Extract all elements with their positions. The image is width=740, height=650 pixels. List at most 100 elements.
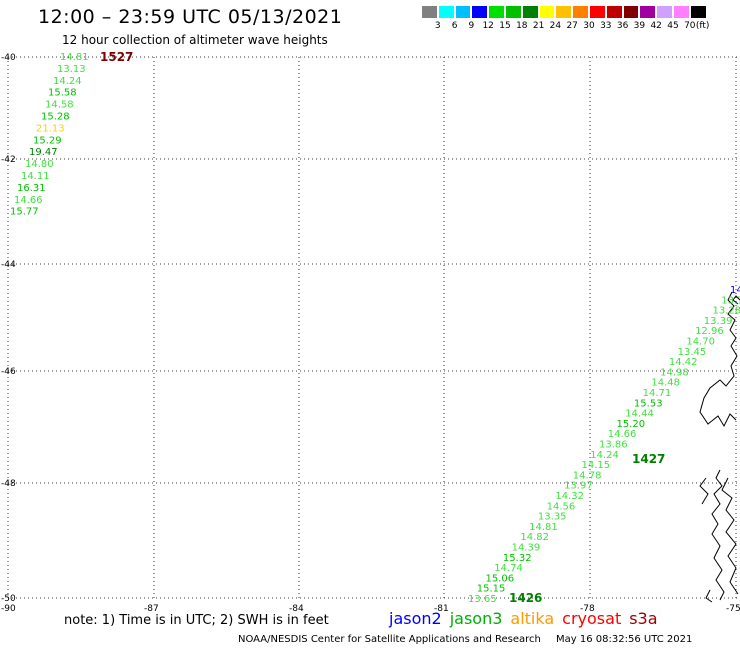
- wave-height-value: 14.58: [45, 100, 74, 111]
- color-scale-label: 42: [650, 21, 662, 31]
- wave-height-value: 15.28: [41, 112, 70, 123]
- wave-height-value: 13.39: [704, 316, 733, 327]
- pass-time-label: 1426: [509, 591, 542, 605]
- wave-height-value: 13.13: [57, 64, 86, 75]
- footer-timestamp: May 16 08:32:56 UTC 2021: [556, 634, 693, 645]
- wave-height-value: 14.71: [643, 388, 672, 399]
- footer-credit: NOAA/NESDIS Center for Satellite Applica…: [238, 634, 541, 645]
- color-scale-swatch: [504, 5, 522, 19]
- wave-height-value: 14.15: [582, 460, 611, 471]
- latitude-label: -48: [1, 479, 16, 489]
- satellite-track-west: 14.8113.1314.2415.5814.5815.2821.1315.29…: [10, 52, 89, 218]
- wave-height-value: 14.39: [512, 543, 541, 554]
- color-scale-label: 36: [616, 21, 629, 31]
- wave-height-value: 14.82: [520, 532, 549, 543]
- wave-height-value: 14.66: [608, 429, 637, 440]
- wave-height-value: 14.24: [53, 76, 82, 87]
- color-scale-label: 12: [482, 21, 494, 31]
- color-scale-swatch: [656, 5, 673, 19]
- legend-item-s3a: s3a: [629, 609, 658, 628]
- satellite-track-east: 13.6515.1515.0614.7415.3214.3914.8214.81…: [468, 285, 740, 605]
- legend-item-jason3: jason3: [449, 609, 503, 628]
- color-scale-swatch: [588, 5, 606, 19]
- wave-height-value: 13.86: [599, 440, 628, 451]
- longitude-label: -90: [1, 604, 16, 614]
- wave-height-value: 14.78: [573, 470, 602, 481]
- wave-height-value: 14.81: [60, 52, 89, 63]
- lat-lon-grid: -40 -42 -44 -46 -48 -50-90 -87 -84 -81 -78 -75: [1, 53, 740, 614]
- wave-height-value: 21.13: [36, 123, 65, 134]
- wave-height-value: 14.74: [494, 563, 523, 574]
- longitude-label: -75: [726, 604, 740, 614]
- wave-height-value: 14.70: [686, 337, 715, 348]
- wave-height-value: 13.28: [713, 306, 740, 317]
- latitude-label: -44: [1, 260, 16, 270]
- wave-height-value: 13.70: [721, 295, 740, 306]
- wave-height-value: 16.31: [17, 183, 46, 194]
- color-scale-swatch: [672, 5, 690, 19]
- wave-height-value: 19.47: [29, 147, 58, 158]
- longitude-label: -84: [289, 604, 304, 614]
- wave-height-value: 14.80: [25, 159, 54, 170]
- wave-height-value: 15.58: [48, 88, 77, 99]
- color-scale-swatch: [605, 5, 623, 19]
- coastline: [699, 291, 740, 603]
- latitude-label: -50: [1, 594, 16, 604]
- color-scale-swatch: [572, 5, 589, 19]
- wave-height-value: 14.48: [651, 378, 680, 389]
- wave-height-value: 14.32: [555, 491, 584, 502]
- wave-height-value: 13.45: [678, 347, 707, 358]
- color-scale-bar: [421, 5, 707, 19]
- color-scale-swatch: [421, 5, 438, 19]
- wave-height-value: 14.42: [669, 357, 698, 368]
- color-scale-label: 30: [583, 21, 595, 31]
- wave-height-value: 14.0: [730, 285, 740, 296]
- map-subtitle: 12 hour collection of altimeter wave hei…: [62, 33, 328, 47]
- color-scale-swatch: [639, 5, 657, 19]
- wave-height-value: 15.77: [10, 207, 39, 218]
- color-scale-swatch: [555, 5, 573, 19]
- wave-height-value: 14.24: [590, 450, 619, 461]
- satellite-legend: jason2 jason3 altika cryosat s3a: [389, 609, 666, 628]
- color-scale-label: 70: [684, 21, 696, 31]
- legend-item-altika: altika: [510, 609, 555, 628]
- legend-item-jason2: jason2: [389, 609, 442, 628]
- map-title: 12:00 – 23:59 UTC 05/13/2021: [38, 6, 343, 28]
- color-scale-label: 6: [451, 21, 458, 31]
- wave-height-value: 13.65: [468, 594, 497, 605]
- color-scale-swatch: [454, 5, 472, 19]
- color-scale-swatch: [521, 5, 539, 19]
- wave-height-value: 15.06: [485, 573, 514, 584]
- color-scale-label: 45: [667, 21, 679, 31]
- longitude-label: -87: [144, 604, 159, 614]
- pass-time-label: 1527: [100, 50, 133, 64]
- color-scale-label: 9: [468, 21, 475, 31]
- color-scale-swatch: [689, 5, 707, 19]
- wave-height-value: 15.53: [634, 398, 663, 409]
- pass-time-labels: 1527 1426 1427: [100, 50, 665, 605]
- wave-height-value: 14.81: [529, 522, 558, 533]
- wave-height-value: 14.44: [625, 409, 654, 420]
- color-scale-label: 39: [633, 21, 646, 31]
- latitude-label: -42: [1, 155, 16, 165]
- wave-height-value: 15.32: [503, 553, 532, 564]
- color-scale-swatch: [437, 5, 455, 19]
- wave-height-value: 14.11: [21, 171, 50, 182]
- color-scale-label: 21: [532, 21, 545, 31]
- wave-height-value: 13.97: [564, 481, 593, 492]
- color-scale-label: 3: [434, 21, 441, 31]
- wave-height-value: 12.96: [695, 326, 724, 337]
- wave-height-value: 15.29: [33, 135, 62, 146]
- latitude-label: -40: [1, 53, 16, 63]
- color-scale-swatch: [488, 5, 505, 19]
- color-scale-label: 33: [600, 21, 612, 31]
- wave-height-value: 13.35: [538, 512, 567, 523]
- color-scale-swatch: [622, 5, 640, 19]
- color-scale-labels: 3 6 9 12 15 18 21 24 27 30 33 36 39 42 45 70 (ft): [421, 21, 740, 35]
- wave-height-value: 14.98: [660, 367, 689, 378]
- color-scale-label: 15: [499, 21, 511, 31]
- legend-item-cryosat: cryosat: [562, 609, 622, 628]
- wave-height-value: 14.56: [547, 501, 576, 512]
- color-scale-label: 27: [566, 21, 578, 31]
